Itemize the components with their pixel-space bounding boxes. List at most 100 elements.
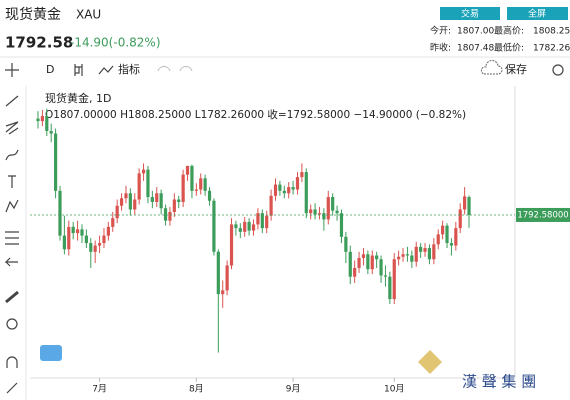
ohlc-readout: O1807.00000 H1808.25000 L1782.26000 收=17… [45, 108, 466, 121]
candle-body [190, 165, 194, 191]
lock-tool[interactable] [6, 382, 18, 394]
candle-body [423, 248, 427, 252]
fullscreen-button-label[interactable]: 全屏 [528, 8, 546, 20]
stat-label: 今开: [430, 25, 451, 37]
undo-redo[interactable] [157, 66, 193, 72]
candle-body [322, 213, 326, 220]
candle-body [370, 255, 374, 270]
stat-value: 1807.48 [457, 44, 494, 54]
back-tool[interactable] [4, 257, 18, 267]
logo-badge [40, 345, 62, 361]
candle-body [75, 229, 80, 234]
candle-body [181, 174, 185, 202]
chart-style[interactable] [74, 64, 83, 76]
candle-body [102, 235, 106, 244]
candle-body [155, 193, 159, 202]
zoom-tool[interactable] [6, 318, 18, 330]
candle-body [260, 213, 264, 229]
candle-body [199, 178, 203, 190]
x-tick-label: 10月 [384, 384, 404, 395]
ruler-tool[interactable] [5, 290, 19, 304]
candle-body [388, 276, 392, 300]
indicator-icon[interactable] [98, 65, 114, 75]
stat-value: 1808.25 [533, 27, 570, 37]
candle-body [401, 254, 405, 257]
candle-body [282, 190, 286, 194]
candle-body [397, 256, 401, 260]
candle-body [247, 221, 251, 231]
candle-body [445, 225, 449, 244]
left-toolbar [4, 95, 19, 394]
candle-body [348, 251, 352, 277]
candle-body [221, 290, 225, 295]
symbol: XAU [76, 8, 101, 22]
candle-body [146, 169, 150, 198]
x-tick-label: 7月 [92, 384, 107, 395]
candle-body [49, 131, 53, 134]
prediction-tool[interactable] [5, 231, 19, 245]
stat-value: 1782.26 [533, 44, 570, 54]
line-tool[interactable] [5, 95, 19, 107]
candle-body [287, 187, 291, 194]
indicators[interactable]: 指标 [118, 62, 140, 76]
candle-body [410, 255, 414, 262]
fullscreen-button[interactable] [507, 7, 568, 20]
candle-body [89, 243, 93, 252]
candle-body [392, 259, 396, 300]
x-tick-label: 9月 [286, 384, 301, 395]
candle-body [203, 178, 207, 191]
candle-body [53, 133, 58, 191]
candle-body [115, 205, 119, 219]
candle-body [463, 196, 467, 210]
candle-body [238, 228, 242, 232]
candle-body [269, 195, 273, 216]
candle-body [172, 199, 176, 212]
candle-body [273, 184, 278, 196]
candle-body [366, 254, 370, 270]
candle-body [229, 224, 234, 266]
candle-body [163, 208, 168, 221]
last-price-tag [516, 207, 570, 222]
candle-body [45, 116, 49, 132]
candle-body [212, 200, 216, 252]
candle-body [251, 224, 256, 231]
price: 1792.58 [5, 34, 73, 52]
candle-body [111, 218, 115, 227]
text-tool[interactable] [8, 175, 16, 188]
candle-body [278, 184, 282, 191]
candle-body [344, 236, 348, 252]
trade-button[interactable] [440, 7, 500, 20]
settings[interactable] [552, 64, 564, 76]
brush-tool[interactable] [5, 149, 19, 161]
pattern-tool[interactable] [5, 199, 19, 213]
candle-body [84, 235, 88, 244]
magnet-tool[interactable] [6, 356, 18, 368]
candle-body [449, 243, 454, 246]
fib-tool[interactable] [5, 121, 19, 135]
interval[interactable]: D [46, 63, 54, 76]
candle-body [168, 211, 172, 221]
x-tick-label: 8月 [189, 384, 204, 395]
candle-body [194, 189, 198, 191]
candle-body [432, 244, 436, 260]
candle-body [124, 193, 128, 199]
trade-button-label[interactable]: 交易 [461, 8, 479, 20]
save[interactable]: 保存 [505, 62, 527, 76]
candle-body [106, 226, 110, 236]
candle-body [234, 224, 238, 229]
candle-body [71, 226, 75, 234]
candle-body [295, 177, 300, 190]
candle-body [454, 228, 458, 246]
candle-body [335, 210, 339, 214]
last-price-label: 1792.58000 [517, 210, 568, 220]
candle-body [414, 246, 418, 262]
candle-body [185, 165, 190, 175]
candle-body [58, 190, 62, 236]
chart-legend-title: 现货黄金, 1D [45, 91, 111, 105]
cloud-icon[interactable] [480, 60, 503, 75]
candle-body [467, 197, 471, 215]
candle-body [427, 248, 432, 260]
candle-body [353, 267, 357, 277]
crosshair-tool[interactable] [5, 63, 19, 77]
